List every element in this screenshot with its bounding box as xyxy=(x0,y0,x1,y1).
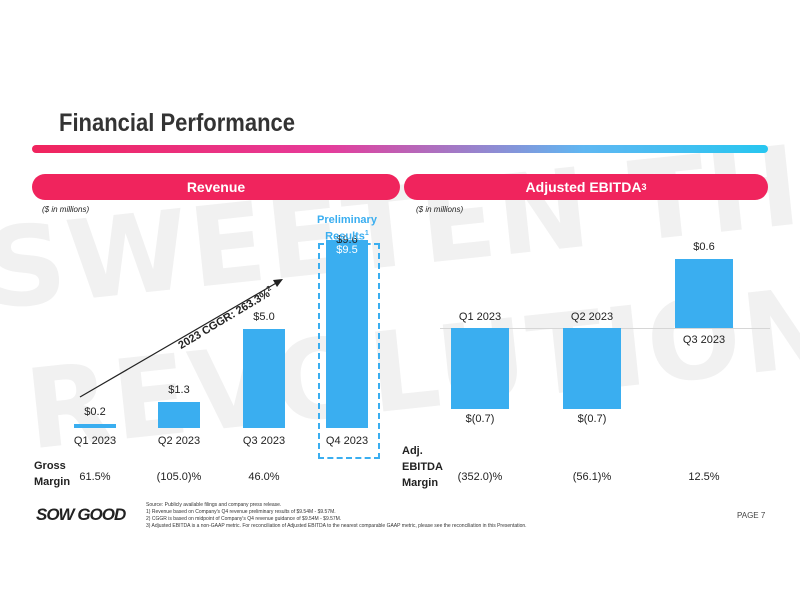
revenue-bar xyxy=(158,402,200,428)
ebitda-value-label: $(0.7) xyxy=(577,412,607,425)
gross-margin-value: 46.0% xyxy=(248,471,280,483)
revenue-bar xyxy=(326,239,368,428)
revenue-header-label: Revenue xyxy=(186,179,246,195)
revenue-bar xyxy=(243,329,285,428)
sow-good-logo: SOW GOOD xyxy=(36,505,126,524)
preliminary-line-2: Results1 xyxy=(325,230,369,243)
cagr-arrowhead xyxy=(273,279,283,287)
ebitda-value-label: $0.6 xyxy=(693,241,715,253)
ebitda-category-label: Q1 2023 xyxy=(458,311,502,323)
ebitda-bar xyxy=(675,259,733,328)
footnote-2: 2) CGGR is based on midpoint of Company'… xyxy=(146,516,342,522)
revenue-category-label: Q1 2023 xyxy=(73,435,117,447)
revenue-category-label: Q2 2023 xyxy=(157,435,201,447)
revenue-unit-label: ($ in millions) xyxy=(42,205,90,214)
ebitda-header: Adjusted EBITDA 3 xyxy=(404,174,768,200)
ebitda-margin-label: Adj. EBITDA Margin xyxy=(402,445,443,489)
revenue-category-label: Q3 2023 xyxy=(242,435,286,447)
gross-margin-value: 61.5% xyxy=(79,471,111,483)
revenue-category-label: Q4 2023 xyxy=(325,435,369,447)
page-title: Financial Performance xyxy=(59,109,295,137)
page-number: PAGE 7 xyxy=(737,511,766,520)
gross-margin-value: (105.0)% xyxy=(156,471,202,483)
ebitda-bar xyxy=(451,328,509,409)
ebitda-category-label: Q2 2023 xyxy=(570,311,614,323)
preliminary-results-note: Preliminary Results1 xyxy=(312,213,382,244)
ebitda-margin-value: (56.1)% xyxy=(572,471,612,483)
revenue-bar xyxy=(74,424,116,428)
slide: SWEETEN THE REVOLUTION Financial Perform… xyxy=(0,77,800,539)
revenue-value-label: $5.0 xyxy=(253,311,275,323)
footnote-1: 1) Revenue based on Company's Q4 revenue… xyxy=(146,509,336,515)
cagr-arrow-line xyxy=(79,281,279,398)
preliminary-results-box xyxy=(318,243,380,459)
revenue-range-high-label: $9.6 xyxy=(336,233,358,246)
revenue-value-label: $0.2 xyxy=(84,406,106,419)
title-gradient-bar xyxy=(32,145,768,153)
ebitda-header-label: Adjusted EBITDA xyxy=(525,179,642,195)
ebitda-margin-value: (352.0)% xyxy=(457,471,503,483)
revenue-value-label: $9.5 xyxy=(336,243,358,256)
ebitda-category-label: Q3 2023 xyxy=(682,334,726,346)
revenue-chart xyxy=(79,279,283,398)
footnote-source: Source: Publicly available filings and c… xyxy=(146,502,282,508)
ebitda-value-label: $(0.7) xyxy=(465,412,495,425)
ebitda-bar xyxy=(563,328,621,409)
ebitda-unit-label: ($ in millions) xyxy=(416,205,464,214)
footnote-3: 3) Adjusted EBITDA is a non-GAAP metric.… xyxy=(146,523,527,529)
preliminary-line-1: Preliminary xyxy=(317,214,377,226)
ebitda-margin-value: 12.5% xyxy=(688,471,720,483)
revenue-value-label: $1.3 xyxy=(168,384,190,397)
footnotes: Source: Publicly available filings and c… xyxy=(146,502,527,530)
revenue-header: Revenue xyxy=(32,174,400,200)
gross-margin-label: Gross Margin xyxy=(34,460,71,488)
